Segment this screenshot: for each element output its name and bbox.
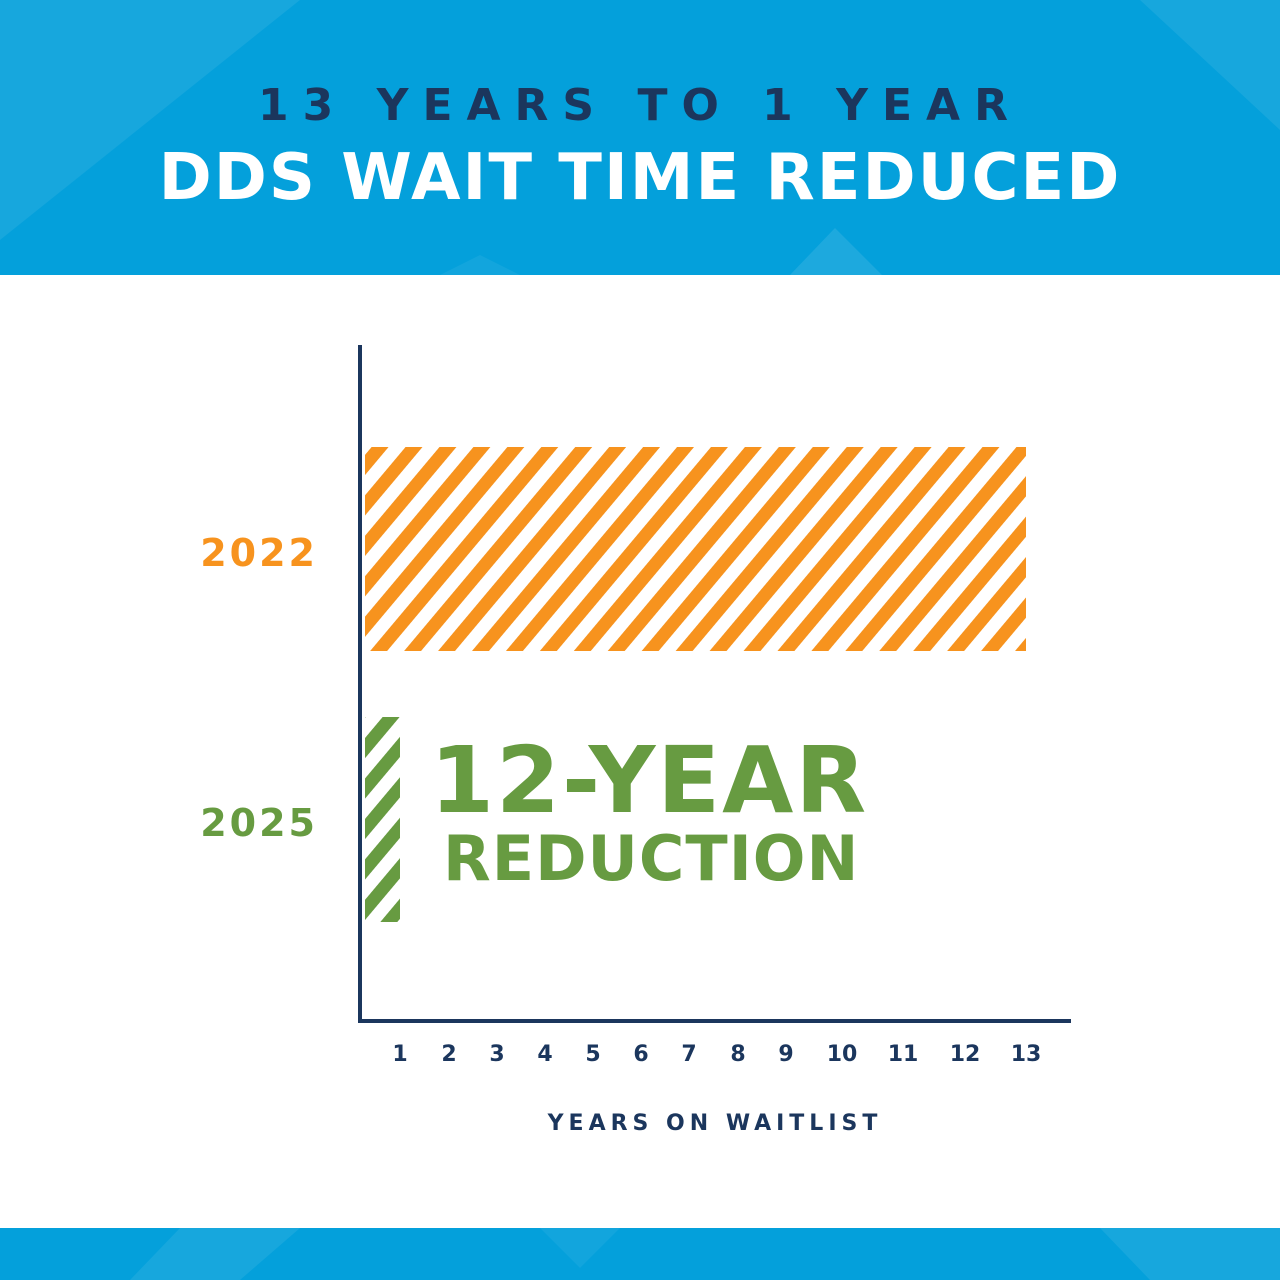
decor-shape <box>440 255 520 275</box>
decor-shape <box>790 228 882 275</box>
kicker: 13 YEARS TO 1 YEAR <box>258 80 1022 131</box>
x-tick-label: 6 <box>633 1042 648 1067</box>
decor-shape <box>1140 0 1280 130</box>
header-decor <box>0 0 1280 275</box>
x-tick-label: 1 <box>392 1042 407 1067</box>
annotation-line2: REDUCTION <box>443 822 860 895</box>
decor-shape <box>130 1228 300 1280</box>
x-tick-label: 7 <box>681 1042 696 1067</box>
x-tick-label: 8 <box>730 1042 745 1067</box>
category-label-2025: 2025 <box>200 801 318 845</box>
x-axis-label: YEARS ON WAITLIST <box>547 1111 883 1136</box>
decor-shape <box>0 0 300 240</box>
x-tick-label: 2 <box>441 1042 456 1067</box>
footer-banner <box>0 1228 1280 1280</box>
x-tick-label: 3 <box>489 1042 504 1067</box>
page-title: DDS WAIT TIME REDUCED <box>158 141 1122 215</box>
x-tick-label: 10 <box>827 1042 858 1067</box>
x-tick-label: 13 <box>1011 1042 1042 1067</box>
bar-2025 <box>365 717 400 922</box>
bar-2022 <box>365 447 1026 651</box>
category-label-2022: 2022 <box>200 531 318 575</box>
header-banner: 13 YEARS TO 1 YEAR DDS WAIT TIME REDUCED <box>0 0 1280 275</box>
x-tick-label: 4 <box>537 1042 552 1067</box>
decor-shape <box>1100 1228 1280 1280</box>
x-tick-label: 11 <box>888 1042 919 1067</box>
footer-decor <box>130 1228 1280 1280</box>
x-tick-label: 5 <box>585 1042 600 1067</box>
decor-shape <box>540 1228 620 1268</box>
x-tick-label: 9 <box>778 1042 793 1067</box>
annotation-line1: 12-YEAR <box>430 727 869 834</box>
x-tick-label: 12 <box>950 1042 981 1067</box>
